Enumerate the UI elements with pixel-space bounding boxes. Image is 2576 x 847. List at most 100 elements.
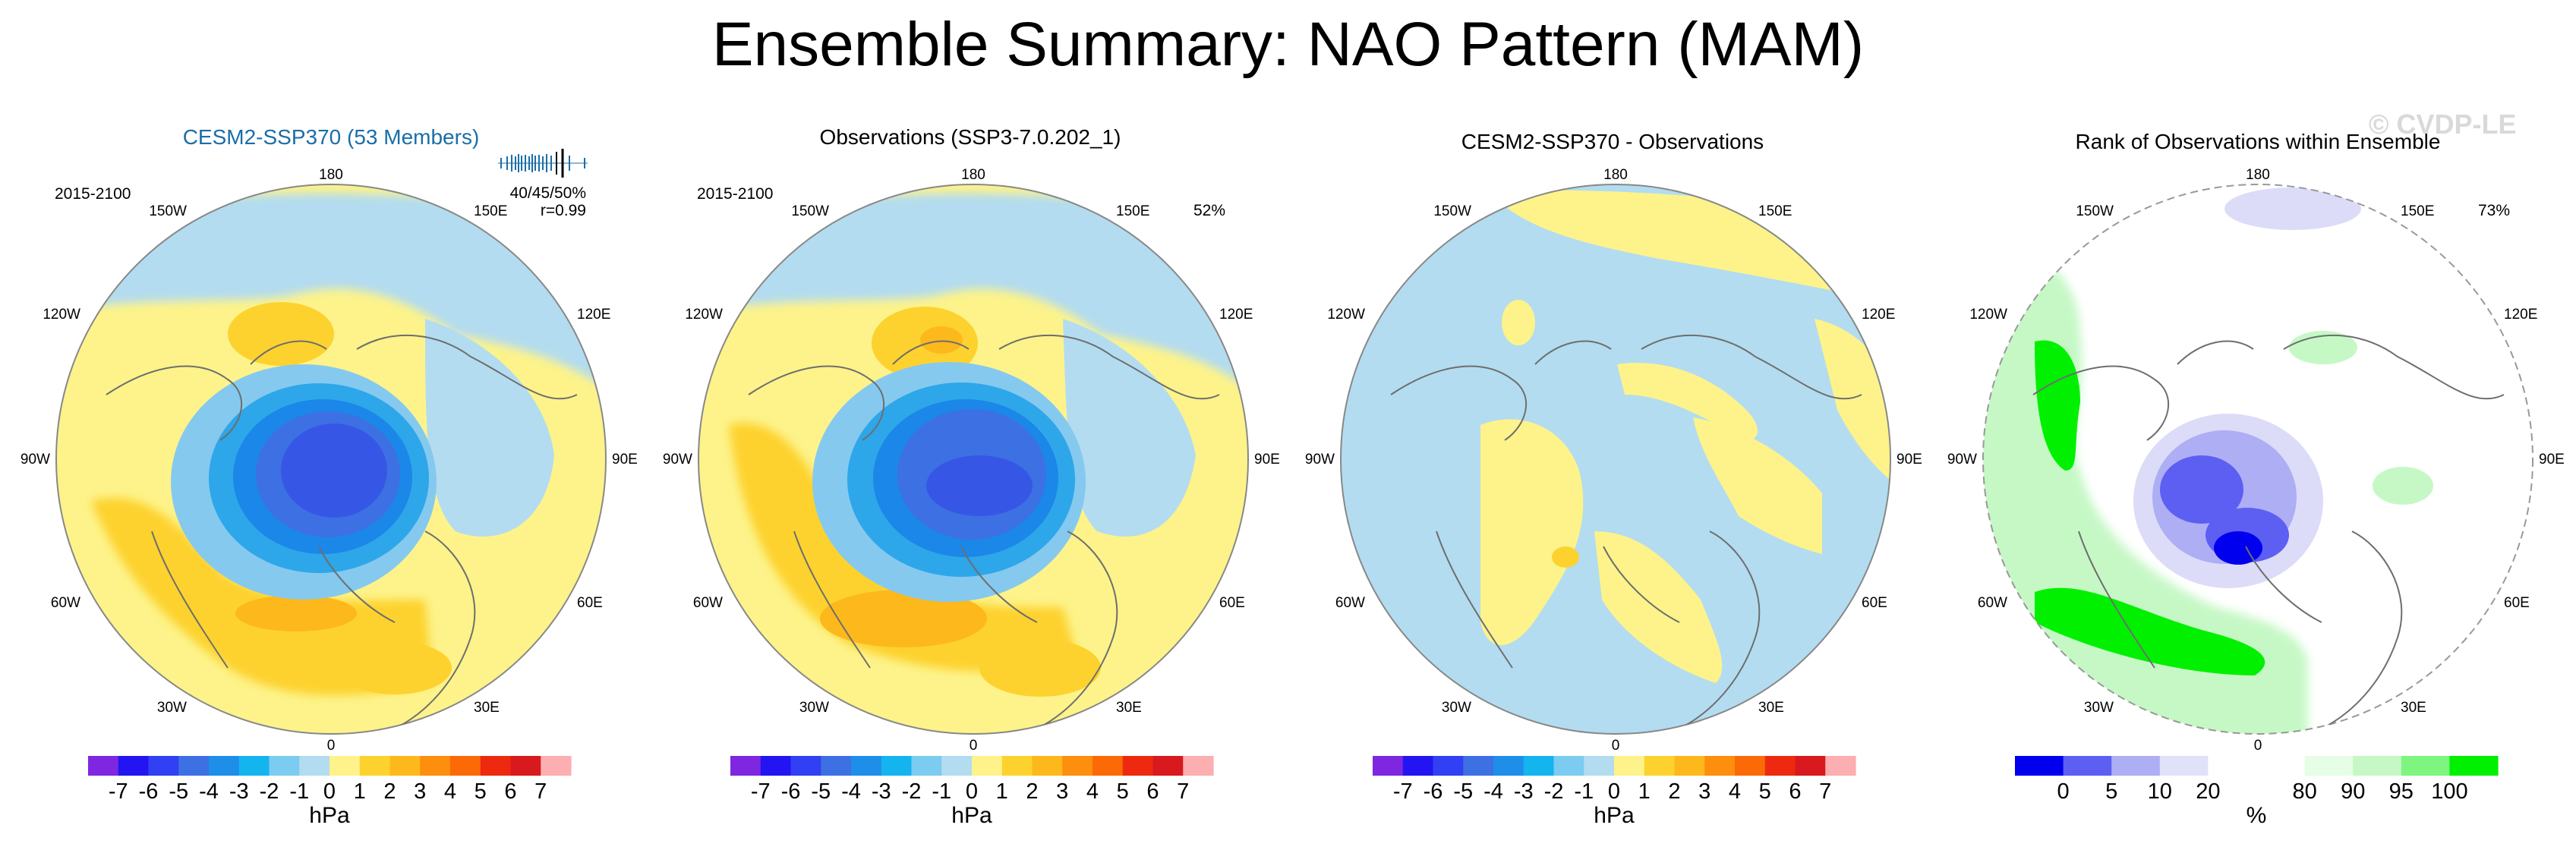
- colorbar-difference: -7 -6 -5 -4 -3 -2 -1 0 1 2 3 4 5 6 7 hPa: [1373, 756, 1856, 828]
- colorbar-tick-label: 5: [475, 779, 487, 804]
- lon-label-90w: 90W: [1305, 452, 1335, 468]
- colorbar-swatch: [2353, 756, 2402, 776]
- colorbar-swatch: [1795, 756, 1826, 776]
- colorbar-tick-label: -6: [139, 779, 159, 804]
- map-panel-rank: 180 0 90W 90E 150W 150E 120W 120E 60W 60…: [1947, 130, 2565, 754]
- colorbar-tick-label: -7: [751, 779, 771, 804]
- lon-label-60w: 60W: [51, 595, 80, 611]
- colorbar-swatch: [1122, 756, 1154, 776]
- lon-label-120e: 120E: [1862, 307, 1895, 323]
- coastlines: [106, 334, 578, 729]
- colorbar-swatch: [2401, 756, 2450, 776]
- colorbar-swatch: [2449, 756, 2499, 776]
- colorbar-unit-label: hPa: [309, 803, 350, 828]
- map-panel-observations: 180 0 90W 90E 150W 150E 120W 120E 60W 60…: [663, 125, 1280, 754]
- colorbar-swatch: [881, 756, 913, 776]
- colorbar-swatch: [2111, 756, 2161, 776]
- colorbar-tick-label: 1: [354, 779, 366, 804]
- lon-label-180: 180: [961, 167, 985, 183]
- colorbar-unit-label: hPa: [951, 803, 992, 828]
- lon-label-30e: 30E: [1116, 700, 1142, 716]
- colorbar-tick-label: 80: [2292, 779, 2316, 804]
- colorbar-swatch: [359, 756, 391, 776]
- lon-label-150e: 150E: [2401, 203, 2434, 219]
- panel-period: 2015-2100: [55, 185, 131, 203]
- colorbar-swatch: [941, 756, 973, 776]
- colorbar-swatch: [972, 756, 1003, 776]
- lon-label-30e: 30E: [474, 700, 500, 716]
- colorbar-tick-label: 1: [1638, 779, 1651, 804]
- colorbar-tick-label: 5: [2105, 779, 2117, 804]
- colorbar-tick-label: -2: [260, 779, 279, 804]
- lon-label-60w: 60W: [1335, 595, 1365, 611]
- colorbar-tick-label: -5: [811, 779, 831, 804]
- colorbar-swatch: [1644, 756, 1676, 776]
- lon-label-150e: 150E: [1116, 203, 1149, 219]
- pattern-stats: 40/45/50%: [510, 184, 586, 202]
- lon-label-120e: 120E: [1219, 307, 1253, 323]
- colorbar-swatch: [1183, 756, 1214, 776]
- coastlines: [748, 334, 1220, 729]
- colorbar-tick-label: -5: [169, 779, 188, 804]
- colorbar-tick-label: 1: [996, 779, 1008, 804]
- colorbar-swatch: [420, 756, 451, 776]
- colorbar-swatch: [1463, 756, 1494, 776]
- colorbar-tick-label: 7: [1177, 779, 1189, 804]
- panel-title: Observations (SSP3-7.0.202_1): [820, 125, 1121, 149]
- colorbar-swatch: [1523, 756, 1555, 776]
- colorbar-tick-label: -1: [932, 779, 951, 804]
- colorbar-tick-label: 4: [444, 779, 456, 804]
- lon-label-120e: 120E: [2504, 307, 2537, 323]
- panel-period: 2015-2100: [697, 185, 773, 203]
- colorbar-tick-label: -4: [841, 779, 861, 804]
- figure-title: Ensemble Summary: NAO Pattern (MAM): [711, 10, 1865, 79]
- colorbar-tick-label: 0: [2057, 779, 2070, 804]
- colorbar-swatch: [299, 756, 330, 776]
- colorbar-swatch: [1093, 756, 1124, 776]
- colorbar-tick-label: 0: [323, 779, 336, 804]
- colorbar-unit-label: %: [2247, 803, 2267, 828]
- explained-variance: 52%: [1193, 202, 1225, 219]
- colorbar-tick-label: -2: [902, 779, 922, 804]
- colorbar-tick-label: -7: [109, 779, 128, 804]
- colorbar-swatch: [1614, 756, 1645, 776]
- colorbar-tick-label: 100: [2431, 779, 2467, 804]
- colorbar-tick-label: 0: [966, 779, 978, 804]
- lon-label-60e: 60E: [1219, 595, 1245, 611]
- lon-label-90e: 90E: [1254, 452, 1280, 468]
- lon-label-90e: 90E: [612, 452, 638, 468]
- colorbar-swatch: [1553, 756, 1584, 776]
- colorbar-swatch: [1433, 756, 1464, 776]
- member-rug-plot: [498, 149, 588, 178]
- lon-label-150e: 150E: [474, 203, 507, 219]
- colorbar-tick-label: 90: [2341, 779, 2365, 804]
- colorbar-swatch: [1152, 756, 1184, 776]
- colorbar-tick-label: 2: [383, 779, 396, 804]
- lon-label-120w: 120W: [1327, 307, 1365, 323]
- lon-label-90w: 90W: [1947, 452, 1977, 468]
- colorbar-tick-label: 7: [1819, 779, 1831, 804]
- lon-label-150w: 150W: [791, 203, 829, 219]
- lon-label-30w: 30W: [799, 700, 829, 716]
- colorbar-tick-label: 7: [534, 779, 547, 804]
- colorbar-swatch: [851, 756, 882, 776]
- colorbar-tick-label: 3: [414, 779, 426, 804]
- colorbar-tick-label: -3: [872, 779, 891, 804]
- watermark: © CVDP-LE: [2369, 109, 2517, 140]
- lon-label-30e: 30E: [1758, 700, 1784, 716]
- lon-label-150w: 150W: [1433, 203, 1471, 219]
- colorbar-swatch: [730, 756, 761, 776]
- coastlines: [1390, 334, 1862, 729]
- lon-label-0: 0: [2254, 738, 2262, 754]
- lon-label-120e: 120E: [577, 307, 610, 323]
- colorbar-tick-label: -1: [1574, 779, 1594, 804]
- colorbar-tick-label: 5: [1759, 779, 1771, 804]
- colorbar-tick-label: -4: [1483, 779, 1503, 804]
- colorbar-tick-label: 6: [1789, 779, 1801, 804]
- colorbar-swatch: [148, 756, 179, 776]
- map-panel-difference: 180 0 90W 90E 150W 150E 120W 120E 60W 60…: [1305, 130, 1922, 754]
- colorbar-tick-label: -7: [1393, 779, 1413, 804]
- colorbar-swatch: [541, 756, 572, 776]
